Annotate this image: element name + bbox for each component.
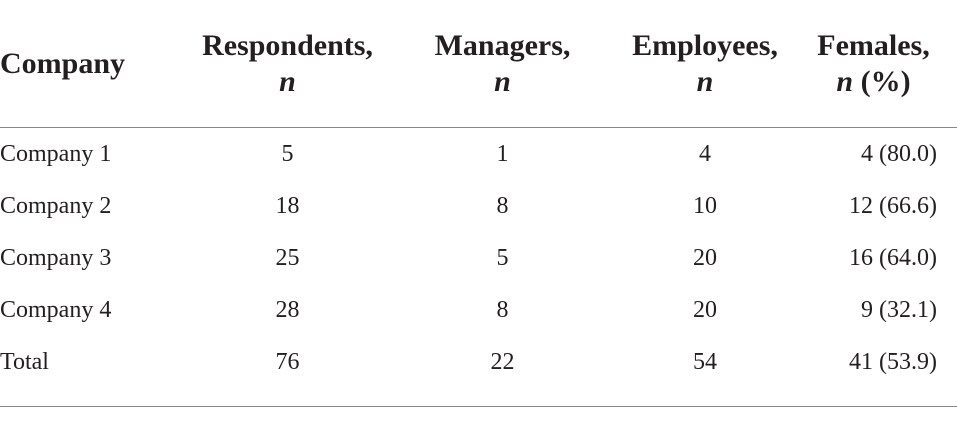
header-var: n bbox=[279, 64, 296, 98]
table-cell: 41 (53.9) bbox=[849, 348, 937, 375]
header-text: Company bbox=[0, 46, 126, 80]
header-text: Managers, bbox=[434, 28, 571, 62]
header-var: n bbox=[696, 64, 714, 98]
table-cell: 20 bbox=[693, 296, 717, 323]
table-cell: 54 bbox=[693, 348, 717, 375]
table-row: Company 3 25 5 20 16 (64.0) bbox=[0, 232, 957, 284]
table-cell: 5 bbox=[281, 140, 294, 167]
header-text: Employees, bbox=[632, 28, 778, 62]
table-cell: 8 bbox=[496, 296, 509, 323]
header-unit: (%) bbox=[860, 64, 911, 98]
table-row: Company 4 28 8 20 9 (32.1) bbox=[0, 284, 957, 336]
header-cell: Respondents, n bbox=[180, 0, 395, 128]
data-table: Company Respondents, n Managers, n Employe… bbox=[0, 0, 957, 388]
table-cell: 12 (66.6) bbox=[849, 192, 937, 219]
header-cell: Employees, n bbox=[610, 0, 800, 128]
header-var: n bbox=[836, 64, 854, 98]
table-row: Company 1 5 1 4 4 (80.0) bbox=[0, 128, 957, 181]
header-cell: Managers, n bbox=[395, 0, 610, 128]
table-cell: 22 bbox=[490, 348, 515, 375]
row-label: Company 3 bbox=[0, 244, 112, 271]
row-label: Company 1 bbox=[0, 140, 112, 167]
header-var: n bbox=[494, 64, 511, 98]
table-cell: 76 bbox=[275, 348, 300, 375]
table-cell: 1 bbox=[496, 140, 509, 167]
header-cell: Females, n (%) bbox=[800, 0, 957, 128]
table-cell: 9 (32.1) bbox=[861, 296, 937, 323]
header-cell: Company bbox=[0, 0, 180, 128]
table-cell: 20 bbox=[693, 244, 717, 271]
table-cell: 8 bbox=[496, 192, 509, 219]
header-text: Females, bbox=[817, 28, 930, 62]
bottom-rule bbox=[0, 406, 957, 407]
table-cell: 18 bbox=[275, 192, 300, 219]
table-cell: 16 (64.0) bbox=[849, 244, 937, 271]
header-row: Company Respondents, n Managers, n Employe… bbox=[0, 0, 957, 128]
table-cell: 4 bbox=[699, 140, 711, 167]
table-cell: 4 (80.0) bbox=[861, 140, 937, 167]
table-cell: 28 bbox=[275, 296, 300, 323]
table-cell: 5 bbox=[496, 244, 509, 271]
row-label: Company 2 bbox=[0, 192, 112, 219]
table-cell: 10 bbox=[693, 192, 717, 219]
row-label: Total bbox=[0, 348, 49, 375]
row-label: Company 4 bbox=[0, 296, 112, 323]
table-cell: 25 bbox=[275, 244, 300, 271]
header-text: Respondents, bbox=[202, 28, 373, 62]
table-row: Company 2 18 8 10 12 (66.6) bbox=[0, 180, 957, 232]
table-row: Total 76 22 54 41 (53.9) bbox=[0, 336, 957, 388]
